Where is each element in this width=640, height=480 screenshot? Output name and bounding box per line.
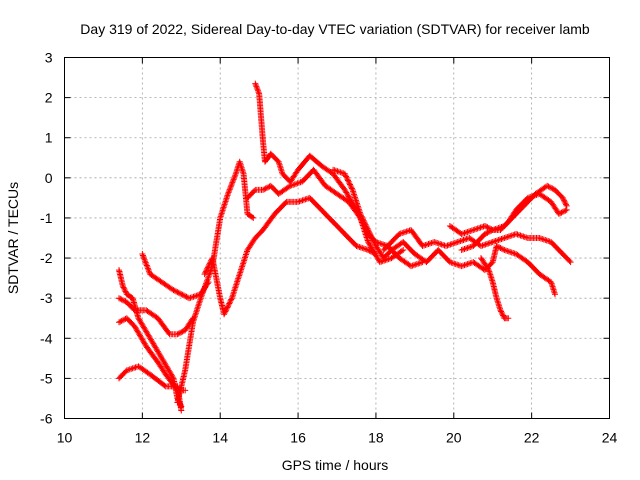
- data-series: [116, 80, 574, 414]
- data-series-track-14: [478, 255, 512, 322]
- x-tick-label: 18: [368, 430, 384, 446]
- data-point-markers: [380, 227, 574, 266]
- x-tick-label: 22: [524, 430, 540, 446]
- x-axis-label: GPS time / hours: [282, 457, 389, 473]
- plot-frame: [64, 57, 610, 419]
- x-tick-label: 10: [57, 430, 73, 446]
- x-tick-label: 16: [290, 430, 306, 446]
- data-series-track-7: [201, 194, 379, 318]
- data-series-track-2: [116, 315, 189, 394]
- y-axis-label: SDTVAR / TECUs: [5, 182, 21, 294]
- y-tick-label: -5: [40, 370, 53, 386]
- data-point-markers: [458, 190, 570, 253]
- data-point-markers: [330, 166, 558, 298]
- data-series-track-4: [116, 267, 185, 410]
- y-tick-label: -1: [40, 210, 53, 226]
- x-tick-label: 14: [212, 430, 228, 446]
- data-point-markers: [116, 315, 189, 394]
- data-series-track-13: [458, 190, 570, 253]
- y-tick-label: 1: [45, 130, 53, 146]
- data-point-markers: [252, 80, 426, 270]
- data-point-markers: [116, 295, 196, 338]
- data-series-track-11: [380, 227, 574, 266]
- x-tick-label: 12: [135, 430, 151, 446]
- data-point-markers: [478, 255, 512, 322]
- data-series-track-10: [330, 166, 558, 298]
- y-tick-label: -4: [40, 330, 53, 346]
- data-series-track-6: [174, 158, 257, 406]
- y-tick-label: 3: [45, 50, 53, 66]
- data-series-track-8: [252, 80, 426, 270]
- data-series-track-3: [116, 295, 196, 338]
- y-tick-label: -3: [40, 290, 53, 306]
- data-point-markers: [116, 267, 185, 410]
- chart-title: Day 319 of 2022, Sidereal Day-to-day VTE…: [80, 21, 590, 37]
- data-point-markers: [174, 158, 257, 406]
- data-point-markers: [201, 194, 379, 318]
- y-tick-label: 2: [45, 90, 53, 106]
- y-tick-label: -6: [40, 411, 53, 427]
- y-tick-label: 0: [45, 170, 53, 186]
- y-tick-label: -2: [40, 250, 53, 266]
- x-tick-label: 20: [446, 430, 462, 446]
- data-series-track-12: [446, 182, 570, 237]
- x-tick-label: 24: [602, 430, 618, 446]
- data-point-markers: [446, 182, 570, 237]
